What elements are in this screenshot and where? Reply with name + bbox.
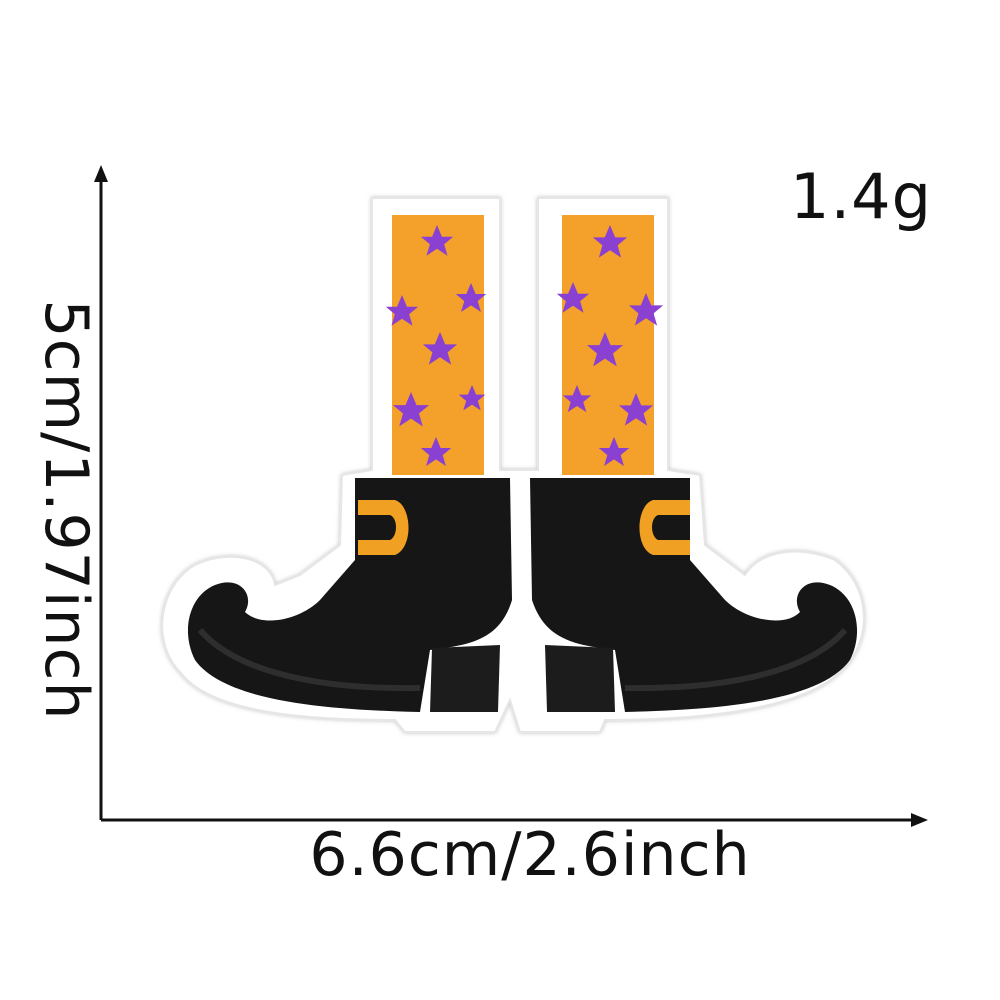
weight-label: 1.4g bbox=[790, 160, 932, 233]
height-dimension-label: 5cm/1.97inch bbox=[31, 299, 101, 721]
witch-boots-patch-icon bbox=[161, 197, 865, 733]
height-axis-arrow bbox=[94, 165, 108, 820]
width-dimension-label: 6.6cm/2.6inch bbox=[309, 820, 751, 890]
width-axis-arrow bbox=[101, 813, 928, 827]
